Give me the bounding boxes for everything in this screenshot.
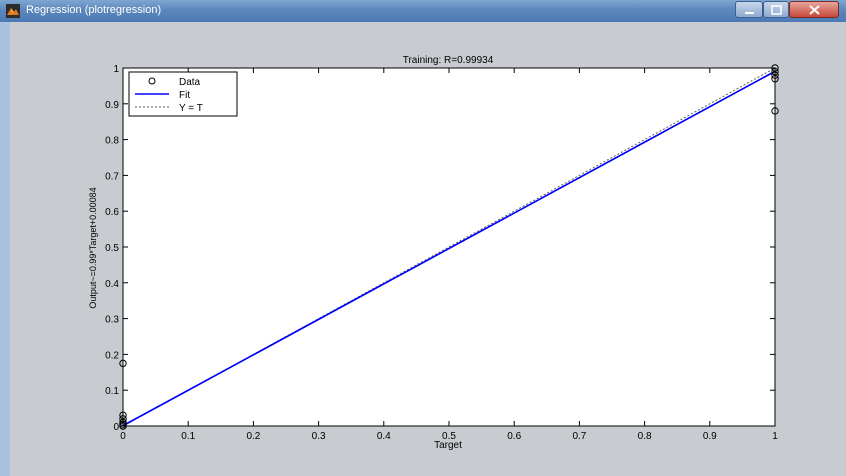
chart-title: Training: R=0.99934 (403, 55, 494, 66)
regression-chart: Training: R=0.99934 0 0.1 0.2 0.3 0.4 0.5 0.6 0… (88, 55, 779, 451)
y-tick-label: 0.6 (105, 207, 119, 218)
data-point (119, 411, 127, 419)
y-tick-label: 0.3 (105, 315, 119, 326)
x-tick-label: 0.5 (442, 431, 456, 442)
close-button[interactable] (789, 1, 839, 18)
x-tick-label: 0 (120, 431, 126, 442)
x-axis: 0 0.1 0.2 0.3 0.4 0.5 0.6 0.7 0.8 0.9 1 (120, 68, 778, 442)
y-tick-label: 0.1 (105, 386, 119, 397)
data-point (119, 359, 127, 368)
data-point (771, 71, 779, 79)
x-tick-label: 0.2 (246, 431, 260, 442)
y-tick-label: 0.9 (105, 100, 119, 111)
y-axis-label: Output~=0.99*Target+0.00084 (88, 187, 98, 308)
data-points (119, 64, 779, 430)
legend-label: Fit (179, 90, 190, 101)
figure-area: Training: R=0.99934 0 0.1 0.2 0.3 0.4 0.5 0.6 0… (10, 22, 846, 476)
x-axis-label: Target (434, 440, 462, 451)
x-tick-label: 0.3 (312, 431, 326, 442)
window-title: Regression (plotregression) (26, 4, 162, 16)
maximize-icon (771, 5, 782, 15)
window-frame (0, 22, 10, 476)
maximize-button[interactable] (763, 1, 789, 18)
y-axis: 0 0.1 0.2 0.3 0.4 0.5 0.6 0.7 0.8 0.9 1 (105, 64, 775, 433)
fit-line (122, 70, 776, 427)
y-tick-label: 0.2 (105, 350, 119, 361)
minimize-icon (745, 12, 754, 14)
data-point (119, 415, 127, 423)
y-tick-label: 0.7 (105, 171, 119, 182)
legend: Data Fit Y = T (128, 71, 238, 117)
data-point (771, 75, 779, 83)
x-tick-label: 0.9 (703, 431, 717, 442)
x-tick-label: 0.7 (572, 431, 586, 442)
x-tick-label: 0.4 (377, 431, 391, 442)
data-point (119, 418, 127, 427)
y-tick-label: 0.4 (105, 279, 119, 290)
y-tick-label: 1 (113, 64, 119, 75)
close-icon (809, 5, 820, 15)
y-tick-label: 0 (113, 422, 119, 433)
x-tick-label: 1 (772, 431, 778, 442)
legend-label: Y = T (179, 103, 203, 114)
x-tick-label: 0.8 (638, 431, 652, 442)
title-bar[interactable]: Regression (plotregression) (0, 0, 846, 22)
data-point (771, 64, 779, 72)
data-point (771, 107, 779, 115)
series-lines (122, 67, 776, 427)
x-tick-label: 0.1 (181, 431, 195, 442)
legend-label: Data (179, 77, 201, 88)
y-tick-label: 0.5 (105, 243, 119, 254)
x-tick-label: 0.6 (507, 431, 521, 442)
data-point (119, 422, 127, 430)
legend-marker (148, 77, 156, 85)
data-point (771, 67, 779, 76)
y-tick-label: 0.8 (105, 136, 119, 147)
minimize-button[interactable] (735, 1, 763, 18)
matlab-icon (6, 4, 20, 18)
